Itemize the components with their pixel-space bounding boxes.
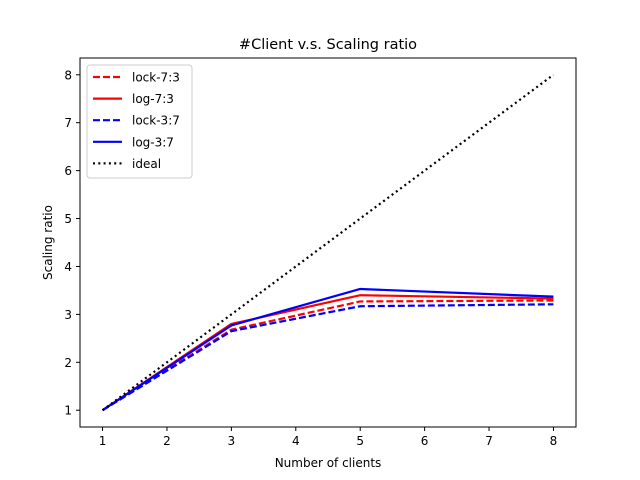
y-axis-label: Scaling ratio — [41, 205, 55, 280]
x-tick-label: 4 — [292, 434, 300, 448]
x-tick-label: 7 — [485, 434, 493, 448]
series-line-lock-3-7 — [101, 303, 554, 412]
legend-label: ideal — [132, 157, 161, 171]
y-tick-label: 5 — [64, 212, 72, 226]
y-tick-label: 6 — [64, 164, 72, 178]
legend-label: log-7:3 — [132, 92, 174, 106]
x-tick-label: 1 — [99, 434, 107, 448]
legend: lock-7:3 log-7:3 lock-3:7 log-3:7 ideal — [86, 64, 193, 179]
plot-frame — [79, 57, 577, 428]
plot-lines — [101, 73, 555, 412]
legend-label: lock-7:3 — [132, 71, 180, 85]
legend-box — [86, 64, 193, 179]
y-tick-label: 7 — [64, 116, 72, 130]
x-tick-label: 3 — [228, 434, 236, 448]
y-tick-label: 3 — [64, 308, 72, 322]
y-tick-label: 8 — [64, 68, 72, 82]
y-axis-ticks: 1 2 3 4 5 6 7 8 — [64, 68, 80, 418]
x-tick-label: 2 — [163, 434, 171, 448]
legend-label: log-3:7 — [132, 135, 174, 149]
legend-label: lock-3:7 — [132, 114, 180, 128]
x-tick-label: 8 — [550, 434, 558, 448]
x-axis-ticks: 1 2 3 4 5 6 7 8 — [99, 427, 558, 448]
chart-title: #Client v.s. Scaling ratio — [239, 37, 417, 53]
series-line-log-3-7 — [101, 287, 554, 412]
x-tick-label: 5 — [356, 434, 364, 448]
series-line-ideal — [101, 73, 555, 412]
y-tick-label: 4 — [64, 260, 72, 274]
x-tick-label: 6 — [421, 434, 429, 448]
x-axis-label: Number of clients — [275, 456, 382, 470]
y-tick-label: 2 — [64, 356, 72, 370]
y-tick-label: 1 — [64, 404, 72, 418]
